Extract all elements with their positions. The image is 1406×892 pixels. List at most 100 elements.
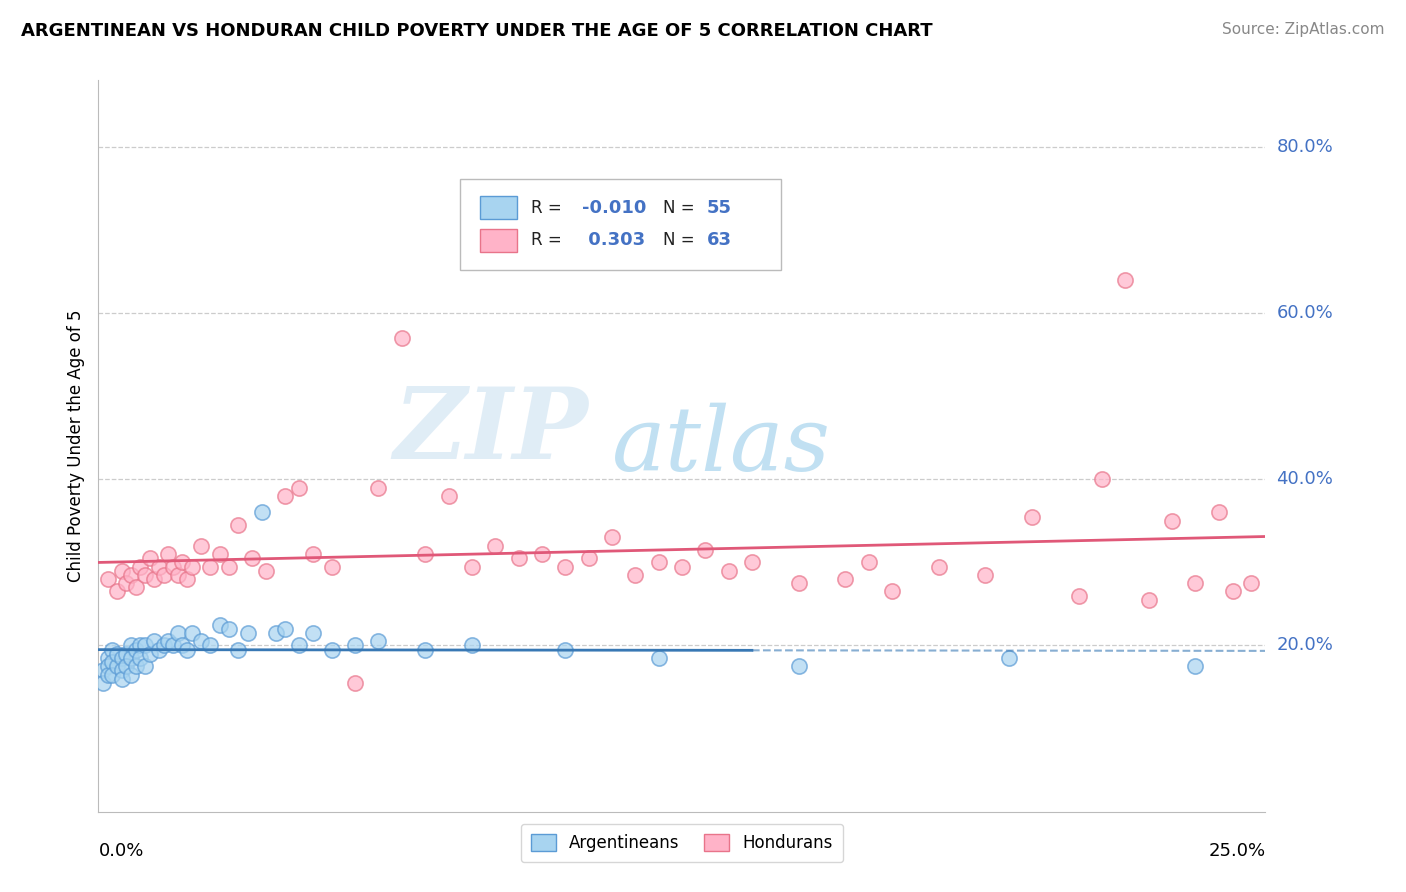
Point (120, 667, 142, 681)
Point (600, 530, 623, 544)
Point (180, 559, 202, 574)
Point (321, 642, 343, 657)
Point (1184, 659, 1206, 673)
Point (236, 626, 259, 640)
Text: -0.010: -0.010 (582, 199, 645, 217)
Text: 60.0%: 60.0% (1277, 304, 1333, 322)
Point (111, 672, 134, 686)
Point (139, 647, 162, 661)
Point (111, 564, 134, 578)
Point (880, 584, 903, 599)
Point (928, 559, 950, 574)
Text: 63: 63 (706, 231, 731, 250)
Point (208, 617, 231, 632)
Point (391, 331, 413, 345)
Point (250, 506, 273, 520)
Point (166, 567, 188, 582)
Point (111, 664, 134, 678)
Text: Source: ZipAtlas.com: Source: ZipAtlas.com (1222, 22, 1385, 37)
Point (152, 639, 174, 653)
Text: 40.0%: 40.0% (1277, 470, 1333, 488)
Point (256, 564, 278, 578)
Point (157, 634, 180, 648)
Point (129, 651, 152, 665)
Point (115, 647, 138, 661)
Point (302, 626, 325, 640)
Point (101, 667, 124, 681)
Point (1137, 592, 1160, 607)
Point (671, 559, 693, 574)
Point (554, 642, 576, 657)
Point (997, 651, 1019, 665)
Point (200, 559, 222, 574)
Point (143, 572, 166, 586)
Point (134, 659, 156, 673)
Point (274, 489, 297, 503)
Point (162, 639, 184, 653)
FancyBboxPatch shape (479, 228, 517, 252)
Y-axis label: Child Poverty Under the Age of 5: Child Poverty Under the Age of 5 (66, 310, 84, 582)
Point (125, 642, 148, 657)
Point (120, 651, 142, 665)
Text: 0.0%: 0.0% (98, 842, 143, 860)
Point (1222, 584, 1244, 599)
Point (695, 542, 717, 557)
Point (125, 659, 148, 673)
Point (101, 642, 124, 657)
Point (172, 639, 194, 653)
Point (208, 547, 231, 561)
Point (218, 559, 240, 574)
Text: R =: R = (531, 231, 568, 250)
Point (264, 626, 287, 640)
Text: 0.303: 0.303 (582, 231, 645, 250)
Point (787, 576, 810, 591)
FancyBboxPatch shape (479, 196, 517, 219)
Point (647, 555, 669, 569)
Point (148, 559, 170, 574)
Point (288, 639, 311, 653)
Point (344, 639, 367, 653)
Point (176, 642, 198, 657)
Point (321, 559, 343, 574)
Point (1240, 576, 1263, 591)
Point (200, 639, 222, 653)
Point (741, 555, 763, 569)
Point (218, 622, 240, 636)
Point (97, 659, 120, 673)
Point (834, 572, 856, 586)
Point (1114, 273, 1136, 287)
Point (129, 559, 152, 574)
Point (105, 659, 128, 673)
Point (105, 647, 128, 661)
Point (974, 567, 997, 582)
Text: 55: 55 (706, 199, 731, 217)
Point (162, 559, 184, 574)
Point (115, 659, 138, 673)
Point (1091, 472, 1114, 486)
Point (134, 567, 156, 582)
Point (190, 539, 212, 553)
Point (228, 518, 250, 533)
Point (97, 667, 120, 681)
Point (367, 481, 389, 495)
Point (120, 567, 142, 582)
Point (1208, 506, 1230, 520)
Point (152, 567, 174, 582)
Point (1184, 576, 1206, 591)
Point (111, 651, 134, 665)
Point (97, 651, 120, 665)
Point (302, 547, 325, 561)
Point (647, 651, 669, 665)
Point (166, 626, 188, 640)
Point (115, 576, 138, 591)
Text: 25.0%: 25.0% (1208, 842, 1265, 860)
Point (624, 567, 647, 582)
Point (157, 547, 180, 561)
Point (461, 639, 484, 653)
Point (344, 676, 367, 690)
Point (101, 655, 124, 669)
Point (288, 481, 311, 495)
Point (148, 642, 170, 657)
Text: N =: N = (664, 231, 700, 250)
Point (91, 664, 114, 678)
